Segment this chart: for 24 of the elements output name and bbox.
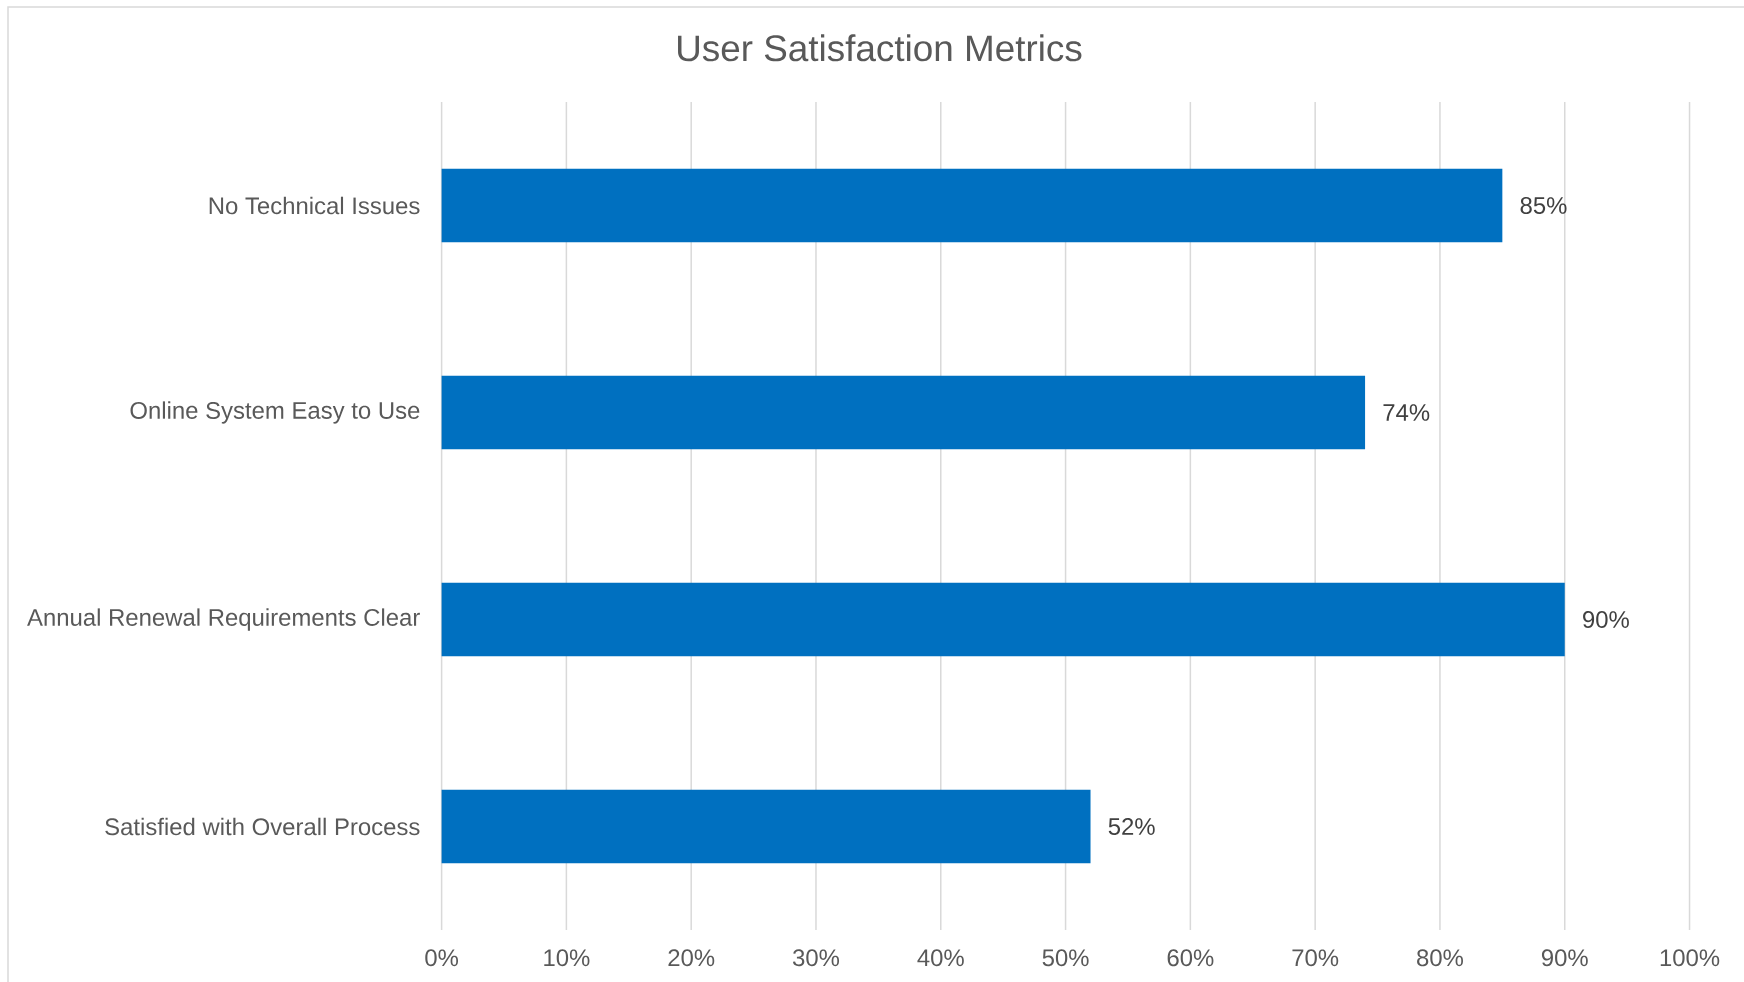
x-tick-label: 70%: [1292, 949, 1339, 967]
bar: [441, 789, 1091, 864]
x-tick-label: 30%: [792, 949, 840, 967]
x-tick-label: 100%: [1660, 949, 1720, 967]
x-tick-label: 40%: [917, 949, 964, 967]
data-label: 90%: [1583, 611, 1629, 628]
y-tick-label: Satisfied with Overall Process: [105, 817, 420, 836]
bar: [441, 168, 1503, 243]
data-label: 74%: [1383, 404, 1430, 421]
x-tick-label: 50%: [1042, 949, 1089, 967]
x-tick-label: 90%: [1541, 949, 1588, 967]
data-label: 85%: [1520, 197, 1567, 214]
x-tick-label: 80%: [1417, 949, 1464, 967]
x-tick-label: 20%: [668, 949, 715, 967]
x-tick-label: 0%: [425, 949, 459, 967]
x-tick-label: 60%: [1167, 949, 1214, 967]
y-tick-label: Annual Renewal Requirements Clear: [27, 608, 420, 631]
chart-title: User Satisfaction Metrics: [678, 34, 1082, 62]
bar: [441, 582, 1565, 657]
x-tick-label: 10%: [544, 949, 590, 967]
y-tick-label: No Technical Issues: [209, 196, 420, 215]
bar: [441, 375, 1366, 450]
data-label: 52%: [1108, 818, 1155, 835]
y-tick-label: Online System Easy to Use: [130, 401, 420, 424]
